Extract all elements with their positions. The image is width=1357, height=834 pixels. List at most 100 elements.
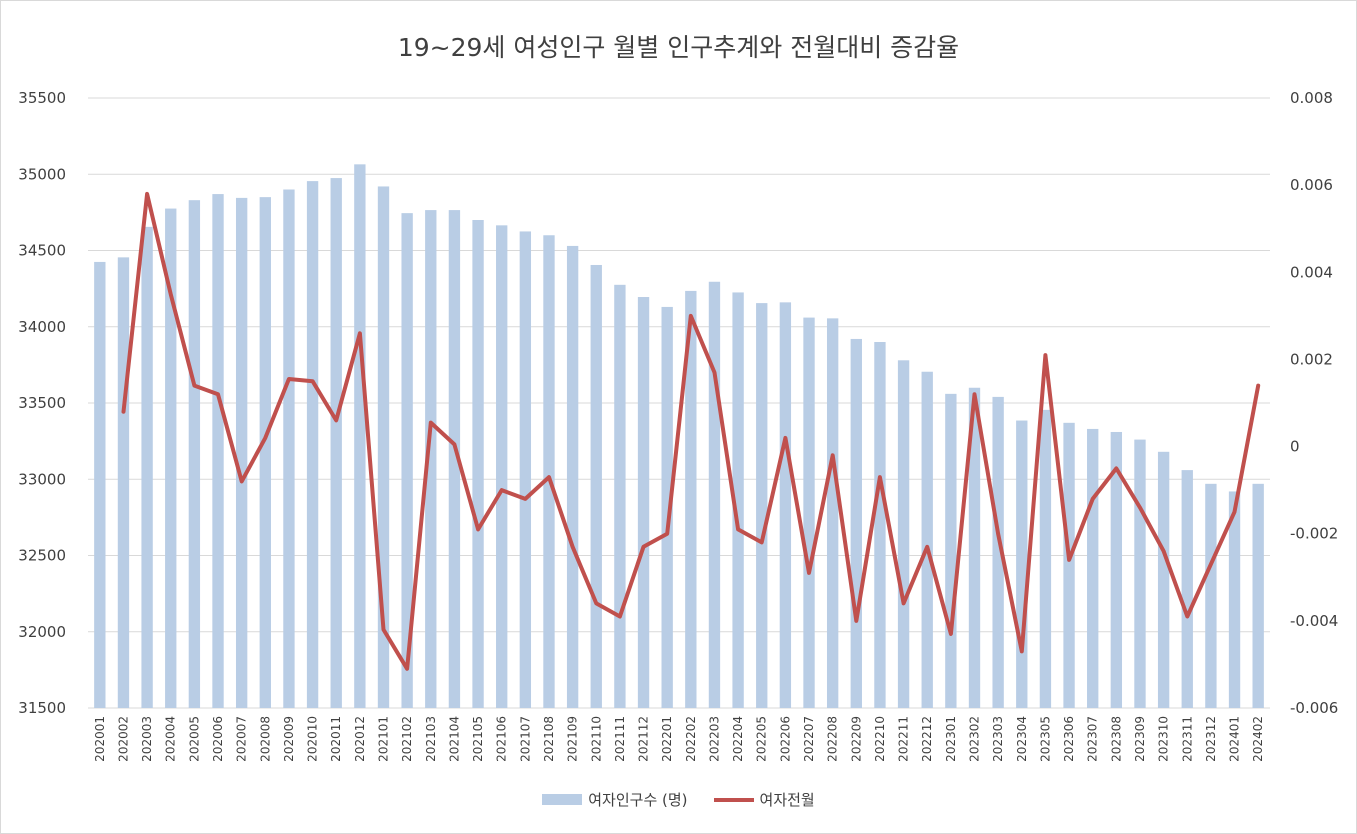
bar [1181,470,1193,708]
x-tick-label: 202103 [424,716,438,762]
x-tick-label: 202303 [991,716,1005,762]
rate-point [1185,615,1189,618]
right-tick-label: -0.004 [1290,612,1338,630]
legend: 여자인구수 (명) 여자전월 [0,789,1357,810]
rate-point [783,436,787,440]
x-tick-label: 202211 [897,716,911,762]
rate-point [642,545,646,549]
bar [756,303,768,708]
bar [543,235,555,708]
x-tick-label: 202102 [400,716,414,762]
rate-point [452,442,456,446]
rate-point [500,488,504,492]
rate-point [216,392,220,396]
legend-label-rate: 여자전월 [759,791,815,809]
bar [708,281,721,708]
bar [188,200,201,709]
rate-point [334,418,338,422]
x-tick-label: 202112 [637,716,651,762]
rate-point [854,619,858,623]
rate-point [712,371,716,374]
x-tick-label: 202105 [471,716,485,762]
x-tick-label: 202204 [731,716,745,762]
x-tick-label: 202208 [826,716,840,762]
right-tick-label: 0.008 [1290,89,1333,107]
bar [992,396,1004,708]
rate-point [665,532,669,536]
rate-point [571,545,575,549]
bar [897,360,910,708]
bar [661,306,673,708]
x-tick-label: 202209 [849,716,863,762]
x-tick-label: 202306 [1062,716,1076,762]
x-tick-label: 202202 [684,716,698,762]
x-tick-label: 202201 [660,716,674,762]
rate-point [996,532,1000,536]
bar [235,197,248,708]
x-tick-label: 202001 [93,716,107,762]
legend-label-population: 여자인구수 (명) [588,791,688,809]
rate-point [689,314,693,318]
rate-point [949,632,953,636]
bar [590,264,602,708]
bar [259,197,271,708]
right-axis-ticks: -0.006 -0.004 -0.002 0 0.002 0.004 0.006 0.008 [1290,89,1338,717]
x-tick-label: 202312 [1204,716,1218,762]
rate-point [807,571,811,575]
bar [1063,422,1075,708]
bar [496,225,508,708]
right-tick-label: 0 [1290,438,1300,456]
bar [779,302,792,708]
x-tick-label: 202206 [778,716,792,762]
x-tick-label: 202402 [1251,716,1265,762]
rate-point [476,527,480,531]
rate-point [1020,649,1024,653]
right-tick-label: 0.004 [1290,263,1333,281]
bar [566,245,579,709]
rate-point [311,379,315,383]
rate-point [973,392,976,396]
bar [1157,451,1170,708]
legend-bar-swatch [542,794,583,805]
rate-point [618,615,622,618]
bar [637,297,650,708]
left-tick-label: 33500 [18,394,66,412]
left-tick-label: 33000 [18,470,66,488]
bar [1252,483,1264,708]
bar [614,284,626,708]
bar [283,189,295,708]
left-tick-label: 35500 [18,89,66,107]
bar [732,292,744,708]
left-tick-label: 35000 [18,165,66,183]
bar [117,257,130,708]
rate-point [1114,466,1118,470]
x-tick-label: 202002 [116,716,130,762]
rate-point [1138,506,1142,510]
bar [1039,409,1052,708]
chart-title: 19~29세 여성인구 월별 인구추계와 전월대비 증감율 [397,33,960,62]
bar [1016,420,1028,708]
x-tick-label: 202207 [802,716,816,762]
rate-point [429,421,433,425]
bar [306,181,319,709]
rate-point [1043,353,1047,357]
x-tick-label: 202401 [1228,716,1242,762]
rate-point [1209,562,1213,566]
bar [1228,491,1241,708]
rate-point [121,410,125,414]
rate-point [736,527,740,531]
x-tick-label: 202210 [873,716,887,762]
bar [165,208,177,708]
rate-point [878,475,882,479]
x-tick-label: 202012 [353,716,367,762]
rate-point [831,453,835,457]
rate-point [594,601,598,605]
bar [1134,439,1146,708]
bar [212,194,224,708]
rate-point [925,545,929,549]
x-tick-label: 202110 [589,716,603,762]
rate-point [169,292,173,296]
bar [803,317,815,708]
x-tick-label: 202011 [329,716,343,762]
